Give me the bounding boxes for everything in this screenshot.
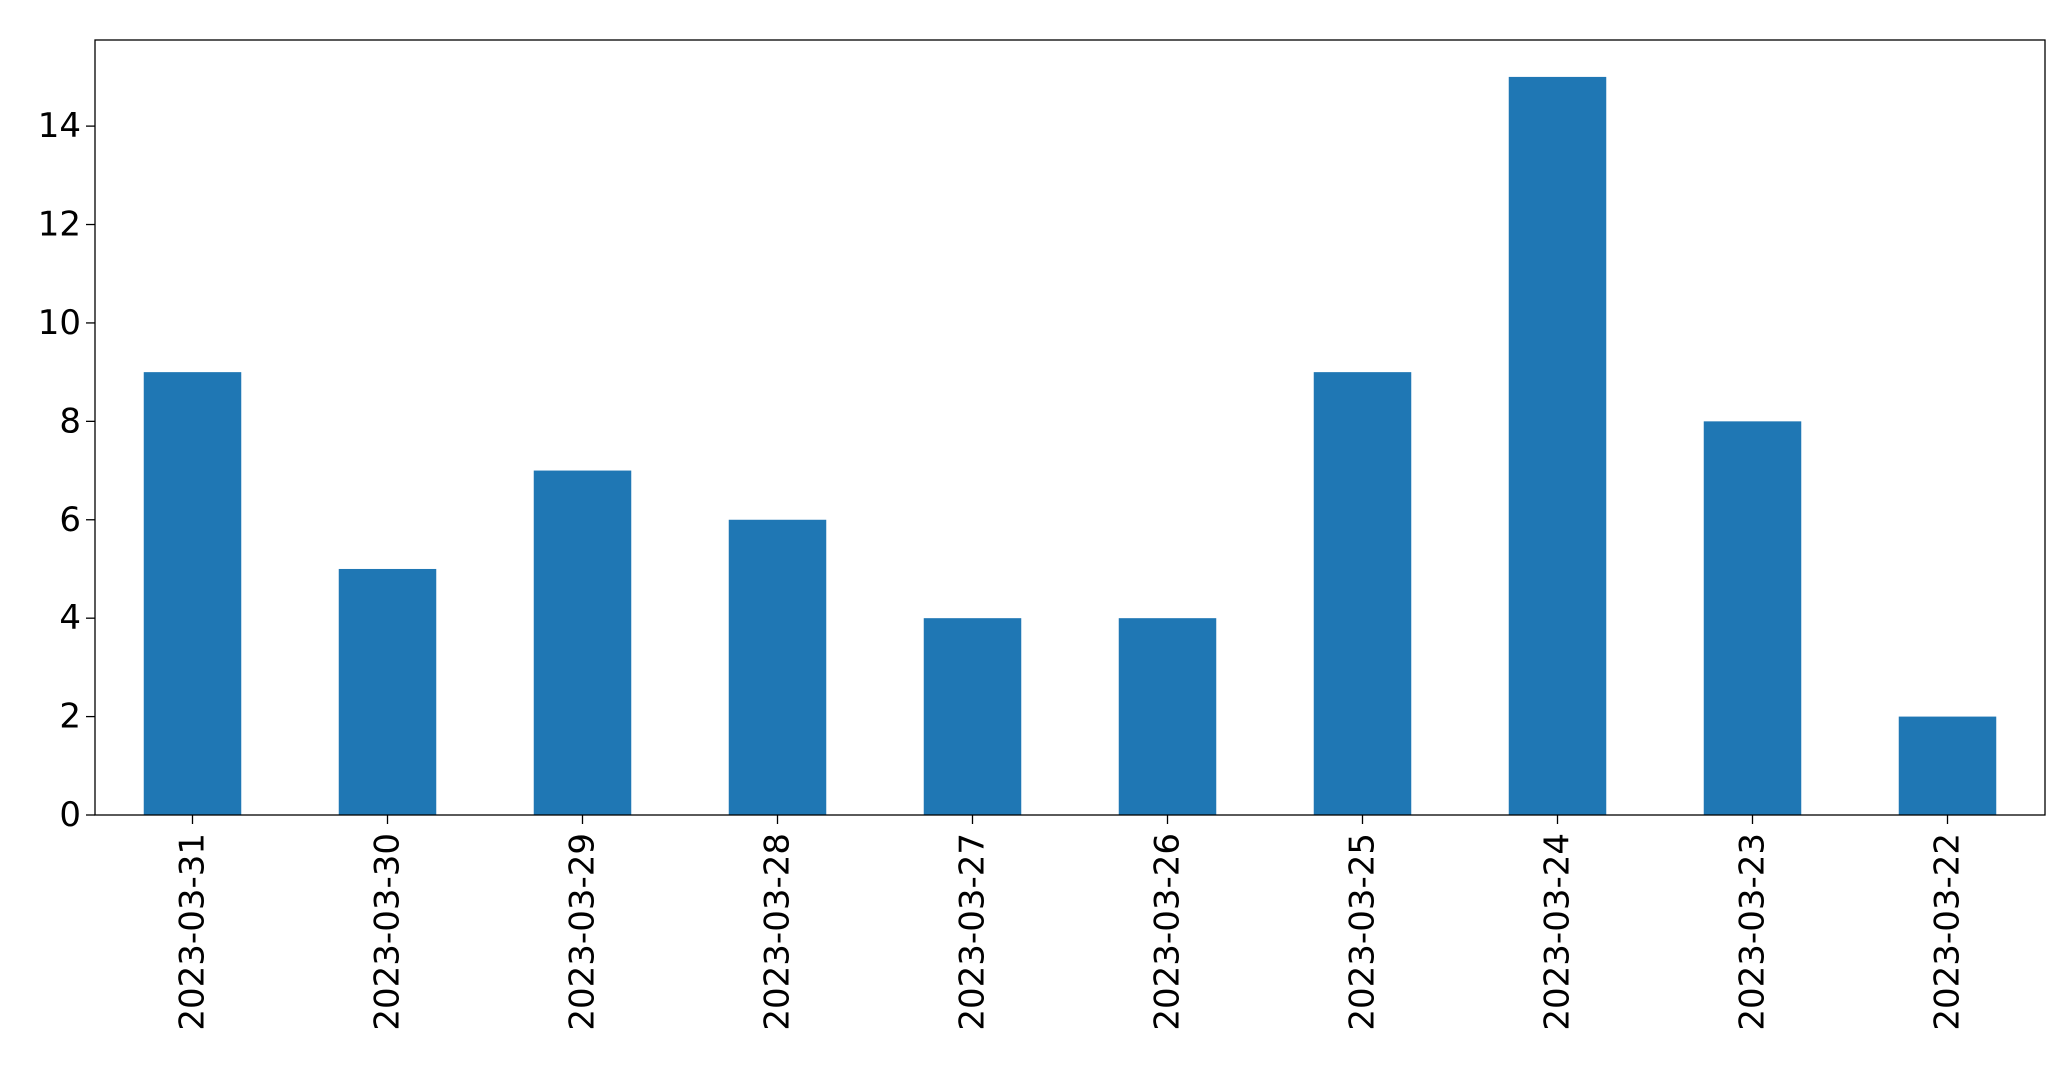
x-tick-label: 2023-03-26	[1148, 833, 1188, 1031]
y-tick-label: 6	[59, 500, 81, 540]
bar-2023-03-24	[1508, 76, 1607, 815]
bar-2023-03-23	[1703, 421, 1802, 815]
bar-2023-03-25	[1313, 372, 1412, 815]
bar-2023-03-27	[923, 618, 1022, 815]
x-tick-label: 2023-03-29	[563, 833, 603, 1031]
y-tick-label: 12	[38, 205, 81, 245]
y-tick-label: 10	[38, 303, 81, 343]
bar-2023-03-28	[728, 519, 827, 815]
plot-frame	[94, 39, 2046, 816]
y-tick-label: 8	[59, 401, 81, 441]
y-tick-label: 14	[38, 106, 81, 146]
bar-2023-03-22	[1898, 716, 1997, 815]
y-tick-label: 0	[59, 795, 81, 835]
bar-2023-03-29	[533, 470, 632, 815]
bars-group	[143, 76, 1997, 815]
x-tick-label: 2023-03-24	[1538, 833, 1578, 1031]
x-tick-label: 2023-03-30	[368, 833, 408, 1031]
bar-2023-03-26	[1118, 618, 1217, 815]
bar-2023-03-31	[143, 372, 242, 815]
bar-2023-03-30	[338, 568, 437, 815]
x-tick-label: 2023-03-27	[953, 833, 993, 1031]
x-tick-label: 2023-03-22	[1928, 833, 1968, 1031]
x-tick-label: 2023-03-25	[1343, 833, 1383, 1031]
x-tick-label: 2023-03-28	[758, 833, 798, 1031]
x-tick-label: 2023-03-31	[173, 833, 213, 1031]
y-tick-label: 2	[59, 697, 81, 737]
y-axis: 0 2 4 6 8 10 12 14	[38, 106, 95, 835]
y-tick-label: 4	[59, 598, 81, 638]
x-tick-label: 2023-03-23	[1733, 833, 1773, 1031]
x-axis: 2023-03-31 2023-03-30 2023-03-29 2023-03-28…	[173, 815, 1968, 1031]
